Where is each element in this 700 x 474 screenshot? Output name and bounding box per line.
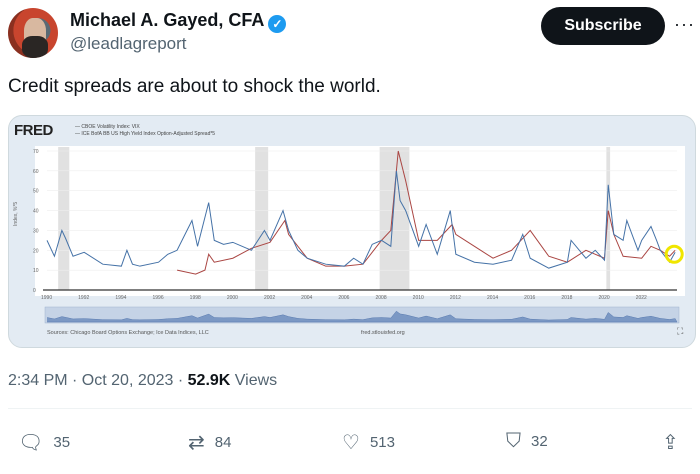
like-count: 513 bbox=[369, 434, 395, 451]
share-button[interactable]: ⇪ bbox=[662, 430, 679, 455]
highlight-circle bbox=[664, 244, 684, 264]
x-tick-label: 2018 bbox=[561, 295, 572, 301]
y-tick-label: 60 bbox=[33, 169, 39, 175]
bookmark-icon: ⛉ bbox=[506, 430, 521, 452]
x-tick-label: 1998 bbox=[190, 295, 201, 301]
tweet-meta: 2:34 PM · Oct 20, 2023 · 52.9K Views bbox=[8, 372, 277, 390]
x-tick-label: 2006 bbox=[338, 295, 349, 301]
x-tick-label: 2014 bbox=[487, 295, 498, 301]
reply-count: 35 bbox=[53, 434, 71, 451]
tweet-text: Credit spreads are about to shock the wo… bbox=[8, 76, 381, 97]
x-tick-label: 2012 bbox=[450, 295, 461, 301]
chart-image[interactable]: FRED — CBOE Volatility Index: VIX — ICE … bbox=[8, 115, 696, 348]
more-icon[interactable]: ··· bbox=[674, 14, 695, 34]
line-chart: 0 10 20 30 40 50 60 70 1990 1992 1994 1996 1998 2000 2… bbox=[13, 146, 685, 324]
x-tick-label: 2010 bbox=[413, 295, 424, 301]
verified-icon: ✓ bbox=[268, 15, 287, 33]
x-tick-label: 2016 bbox=[524, 295, 535, 301]
legend-spread: — ICE BofA BB US High Yield Index Option… bbox=[75, 131, 216, 137]
x-tick-label: 2022 bbox=[636, 295, 647, 301]
range-slider-preview bbox=[46, 310, 678, 323]
chart-url: fred.stlouisfed.org bbox=[361, 330, 405, 336]
y-tick-label: 50 bbox=[33, 189, 39, 195]
x-tick-label: 1992 bbox=[78, 295, 89, 301]
x-tick-label: 2020 bbox=[599, 295, 610, 301]
x-tick-label: 1996 bbox=[153, 295, 164, 301]
recession-band bbox=[606, 147, 611, 290]
legend-vix: — CBOE Volatility Index: VIX bbox=[75, 124, 140, 130]
author-name[interactable]: Michael A. Gayed, CFA ✓ bbox=[70, 10, 287, 33]
author-handle[interactable]: @leadlagreport bbox=[70, 34, 187, 53]
series-line-vix bbox=[46, 170, 676, 269]
repost-button[interactable]: ⇄ 84 bbox=[188, 430, 231, 455]
x-tick-label: 1994 bbox=[115, 295, 126, 301]
recession-band bbox=[255, 147, 269, 290]
expand-icon[interactable]: ⛶ bbox=[677, 326, 684, 336]
x-tick-label: 2004 bbox=[301, 295, 312, 301]
repost-icon: ⇄ bbox=[188, 432, 205, 454]
x-tick-label: 2002 bbox=[264, 295, 275, 301]
avatar[interactable] bbox=[8, 8, 58, 58]
y-tick-label: 40 bbox=[33, 209, 39, 215]
views-label: Views bbox=[230, 372, 278, 389]
bookmark-button[interactable]: ⛉ 32 bbox=[506, 430, 548, 453]
chart-source: Sources: Chicago Board Options Exchange;… bbox=[47, 330, 209, 336]
plot-area bbox=[35, 146, 685, 296]
recession-band bbox=[58, 147, 70, 290]
share-icon: ⇪ bbox=[662, 432, 679, 454]
y-tick-label: 20 bbox=[33, 248, 39, 254]
author-name-text: Michael A. Gayed, CFA bbox=[70, 10, 265, 30]
bookmark-count: 32 bbox=[531, 433, 548, 450]
y-tick-label: 30 bbox=[33, 228, 39, 234]
timestamp[interactable]: 2:34 PM · Oct 20, 2023 · bbox=[8, 372, 188, 389]
x-tick-label: 1990 bbox=[41, 295, 52, 301]
y-tick-label: 0 bbox=[33, 288, 36, 294]
like-button[interactable]: ♡ 513 bbox=[342, 430, 395, 455]
x-tick-label: 2000 bbox=[227, 295, 238, 301]
y-tick-label: 70 bbox=[33, 149, 39, 155]
y-tick-label: 10 bbox=[33, 268, 39, 274]
heart-icon: ♡ bbox=[342, 432, 360, 454]
divider bbox=[8, 408, 692, 409]
reply-icon: 🗨︎ bbox=[18, 432, 44, 454]
views-count: 52.9K bbox=[187, 372, 231, 389]
fred-logo: FRED bbox=[14, 122, 53, 139]
repost-count: 84 bbox=[214, 434, 232, 451]
x-tick-label: 2008 bbox=[376, 295, 387, 301]
y-axis-label: Index, %*5 bbox=[13, 202, 19, 226]
reply-button[interactable]: 🗨︎ 35 bbox=[18, 430, 70, 455]
subscribe-button[interactable]: Subscribe bbox=[541, 7, 665, 45]
recession-band bbox=[379, 147, 410, 290]
